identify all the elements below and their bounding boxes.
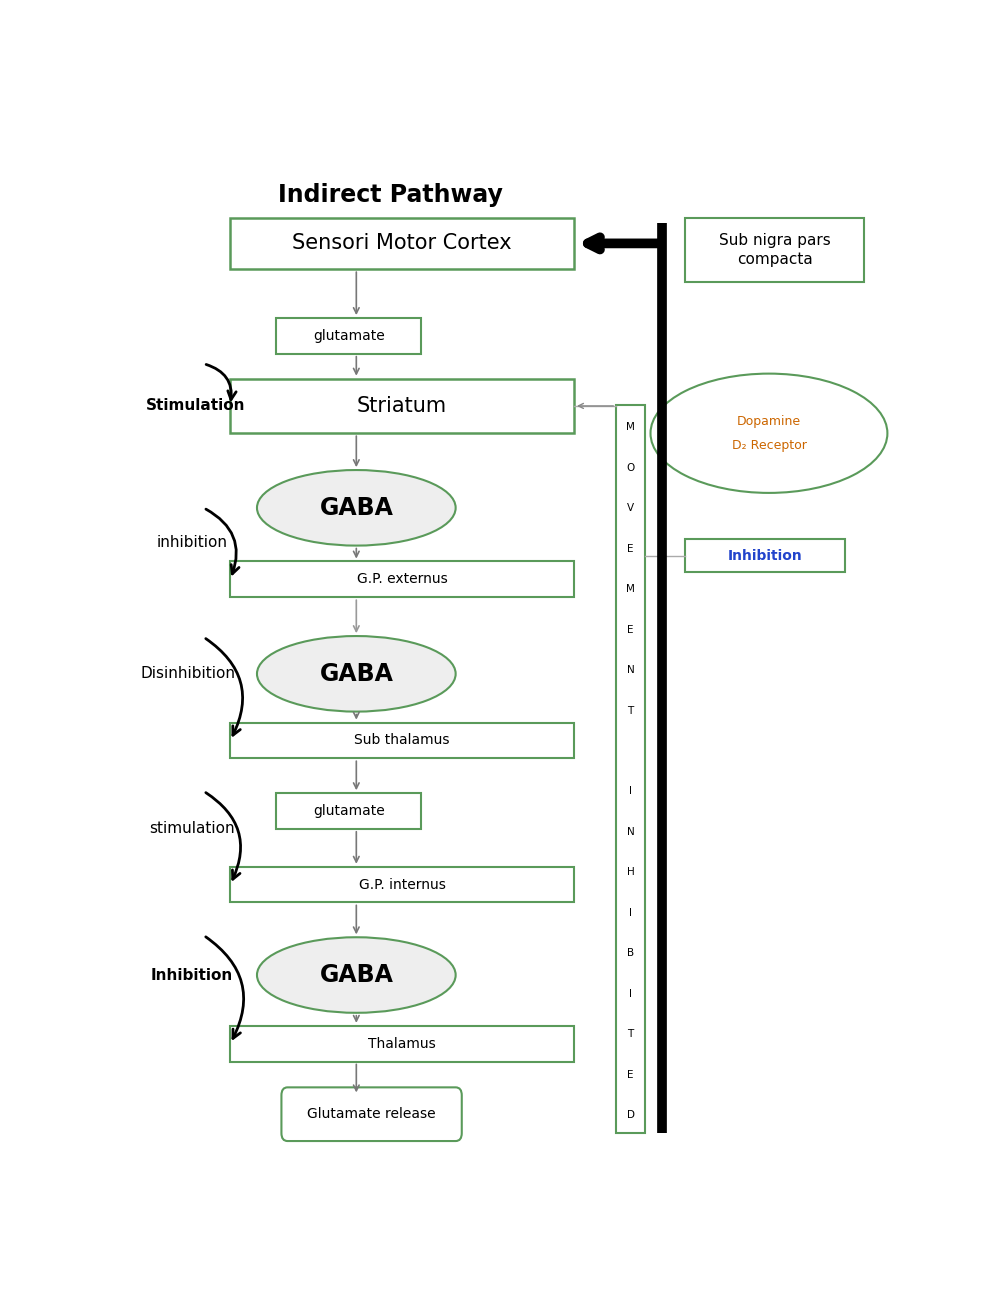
FancyBboxPatch shape: [281, 1087, 461, 1141]
Text: I: I: [629, 908, 632, 918]
FancyBboxPatch shape: [230, 723, 574, 758]
Text: Inhibition: Inhibition: [728, 549, 803, 563]
FancyBboxPatch shape: [685, 538, 845, 572]
FancyArrowPatch shape: [206, 364, 236, 400]
Ellipse shape: [257, 937, 456, 1013]
FancyArrowPatch shape: [206, 937, 244, 1038]
FancyBboxPatch shape: [276, 318, 421, 354]
FancyBboxPatch shape: [230, 562, 574, 598]
FancyBboxPatch shape: [230, 218, 574, 270]
Text: E: E: [627, 544, 634, 554]
Ellipse shape: [257, 636, 456, 711]
Text: E: E: [627, 625, 634, 635]
FancyArrowPatch shape: [206, 639, 243, 735]
FancyBboxPatch shape: [230, 866, 574, 902]
FancyArrowPatch shape: [206, 793, 241, 879]
Text: Disinhibition: Disinhibition: [141, 666, 236, 682]
Text: H: H: [627, 868, 635, 878]
FancyArrowPatch shape: [206, 509, 239, 574]
Ellipse shape: [257, 470, 456, 546]
Text: Glutamate release: Glutamate release: [308, 1108, 436, 1121]
Text: B: B: [627, 949, 634, 958]
Text: I: I: [629, 989, 632, 999]
Text: Dopamine: Dopamine: [737, 414, 801, 427]
FancyBboxPatch shape: [230, 1026, 574, 1061]
Text: O: O: [626, 462, 635, 473]
Text: Inhibition: Inhibition: [151, 967, 233, 982]
Text: stimulation: stimulation: [149, 821, 235, 837]
Text: Indirect Pathway: Indirect Pathway: [278, 183, 503, 207]
Text: N: N: [627, 665, 635, 675]
Text: D: D: [627, 1110, 635, 1121]
Text: GABA: GABA: [319, 662, 393, 686]
Text: G.P. externus: G.P. externus: [357, 572, 448, 586]
Ellipse shape: [651, 373, 887, 493]
Text: Striatum: Striatum: [357, 396, 448, 416]
Text: D₂ Receptor: D₂ Receptor: [732, 439, 807, 452]
Text: I: I: [629, 786, 632, 797]
Text: M: M: [626, 422, 635, 432]
Text: Sub nigra pars
compacta: Sub nigra pars compacta: [719, 234, 830, 267]
Text: Stimulation: Stimulation: [146, 398, 246, 413]
Text: V: V: [627, 503, 634, 514]
Text: E: E: [627, 1070, 634, 1079]
Text: Sub thalamus: Sub thalamus: [354, 733, 450, 747]
FancyBboxPatch shape: [230, 378, 574, 434]
Text: GABA: GABA: [319, 963, 393, 988]
FancyBboxPatch shape: [685, 218, 865, 283]
Text: M: M: [626, 584, 635, 594]
Text: Sensori Motor Cortex: Sensori Motor Cortex: [293, 234, 512, 253]
FancyBboxPatch shape: [276, 793, 421, 829]
Text: glutamate: glutamate: [313, 804, 385, 818]
Text: inhibition: inhibition: [157, 534, 228, 550]
Text: T: T: [627, 706, 634, 715]
Text: N: N: [627, 828, 635, 837]
Text: G.P. internus: G.P. internus: [359, 878, 446, 892]
Text: Thalamus: Thalamus: [369, 1037, 436, 1051]
FancyBboxPatch shape: [616, 405, 645, 1133]
Text: T: T: [627, 1029, 634, 1039]
Text: glutamate: glutamate: [313, 329, 385, 343]
Text: GABA: GABA: [319, 496, 393, 520]
